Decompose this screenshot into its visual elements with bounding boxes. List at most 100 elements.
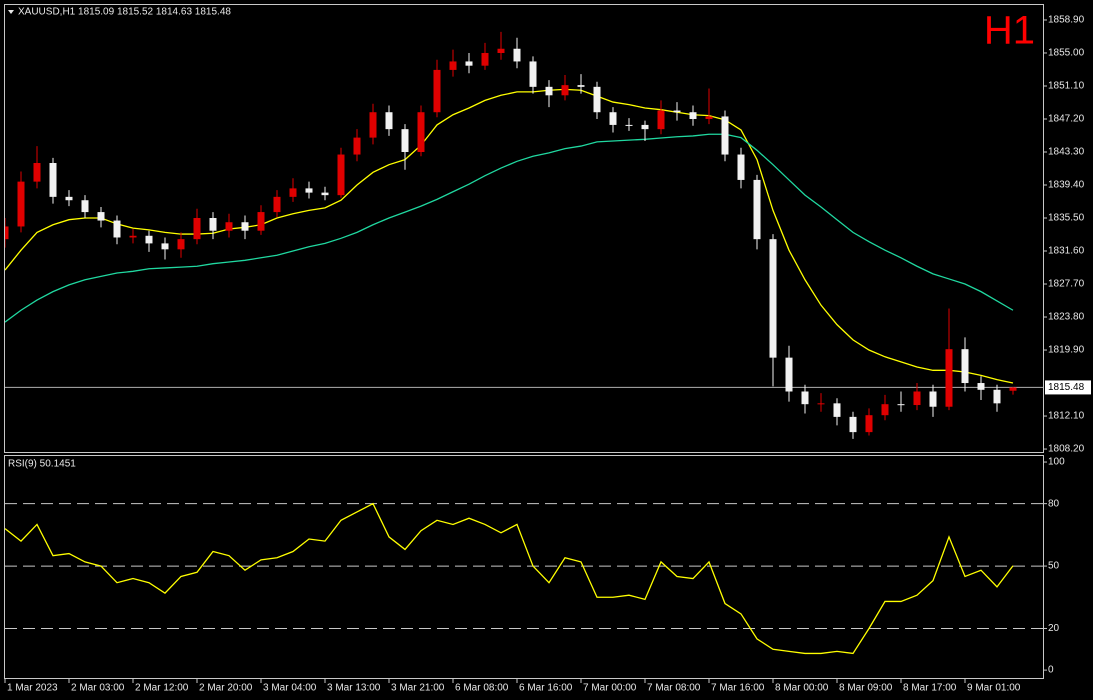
y-tick-label: 1839.40 bbox=[1048, 180, 1085, 191]
candle-body bbox=[417, 112, 425, 152]
candle-body bbox=[833, 403, 841, 417]
symbol-menu-icon[interactable] bbox=[8, 10, 14, 14]
candle-body bbox=[689, 112, 697, 119]
candle-body bbox=[705, 116, 713, 119]
candle-body bbox=[817, 403, 825, 405]
candle-body bbox=[305, 188, 313, 193]
x-tick-label: 7 Mar 16:00 bbox=[711, 683, 765, 694]
candle-body bbox=[225, 222, 233, 231]
timeframe-badge: H1 bbox=[984, 9, 1035, 53]
candle-body bbox=[673, 110, 681, 113]
y-tick-label: 1847.20 bbox=[1048, 114, 1085, 125]
y-tick-label: 1858.90 bbox=[1048, 15, 1085, 26]
candle-body bbox=[721, 116, 729, 155]
rsi-panel-frame bbox=[4, 455, 1044, 679]
candle-body bbox=[737, 154, 745, 180]
candle-body bbox=[433, 69, 441, 113]
candle-body bbox=[241, 222, 249, 231]
candle-body bbox=[769, 239, 777, 358]
candle-body bbox=[65, 196, 73, 201]
candle-body bbox=[353, 137, 361, 155]
candle-body bbox=[193, 218, 201, 240]
y-tick-label: 1819.90 bbox=[1048, 345, 1085, 356]
y-tick-label: 1831.60 bbox=[1048, 246, 1085, 257]
candle-body bbox=[177, 239, 185, 250]
y-tick-label: 50 bbox=[1048, 561, 1060, 572]
x-tick-label: 6 Mar 16:00 bbox=[519, 683, 573, 694]
candle-body bbox=[513, 48, 521, 62]
x-tick-label: 3 Mar 13:00 bbox=[327, 683, 381, 694]
candle-body bbox=[561, 85, 569, 96]
current-price-label: 1815.48 bbox=[1048, 382, 1085, 393]
candle-body bbox=[49, 162, 57, 197]
candle-body bbox=[801, 391, 809, 405]
candle-body bbox=[145, 235, 153, 244]
y-tick-label: 80 bbox=[1048, 498, 1060, 509]
candle-body bbox=[81, 200, 89, 213]
x-tick-label: 8 Mar 17:00 bbox=[903, 683, 957, 694]
candle-body bbox=[209, 218, 217, 231]
x-tick-label: 2 Mar 12:00 bbox=[135, 683, 189, 694]
x-tick-label: 3 Mar 04:00 bbox=[263, 683, 317, 694]
y-tick-label: 1855.00 bbox=[1048, 48, 1085, 59]
rsi-line bbox=[4, 502, 1014, 655]
x-tick-label: 8 Mar 00:00 bbox=[775, 683, 829, 694]
candle-body bbox=[17, 181, 25, 227]
candle-body bbox=[129, 235, 137, 238]
candle-body bbox=[945, 349, 953, 407]
candle-body bbox=[593, 86, 601, 113]
candle-body bbox=[465, 61, 473, 66]
candle-body bbox=[849, 416, 857, 433]
x-tick-label: 6 Mar 08:00 bbox=[455, 683, 509, 694]
current-price-box bbox=[1045, 380, 1091, 395]
candle-body bbox=[545, 86, 553, 96]
rsi-header: RSI(9) 50.1451 bbox=[8, 459, 76, 470]
candle-body bbox=[5, 226, 9, 240]
moving-average-line bbox=[5, 133, 1014, 323]
y-tick-label: 1812.10 bbox=[1048, 411, 1085, 422]
x-tick-label: 1 Mar 2023 bbox=[7, 683, 58, 694]
x-tick-label: 8 Mar 09:00 bbox=[839, 683, 893, 694]
candle-body bbox=[641, 124, 649, 130]
candle-body bbox=[161, 243, 169, 250]
candle-body bbox=[33, 162, 41, 182]
candle-body bbox=[657, 110, 665, 130]
x-tick-label: 7 Mar 00:00 bbox=[583, 683, 637, 694]
y-tick-label: 20 bbox=[1048, 623, 1060, 634]
candle-body bbox=[865, 415, 873, 433]
y-tick-label: 1843.30 bbox=[1048, 147, 1085, 158]
candle-body bbox=[337, 154, 345, 196]
x-tick-label: 2 Mar 20:00 bbox=[199, 683, 253, 694]
symbol-header: XAUUSD,H1 1815.09 1815.52 1814.63 1815.4… bbox=[18, 7, 231, 18]
candle-body bbox=[529, 61, 537, 87]
candle-body bbox=[897, 404, 905, 406]
candle-body bbox=[449, 61, 457, 70]
y-tick-label: 100 bbox=[1048, 457, 1065, 468]
candle-body bbox=[961, 349, 969, 384]
candle-body bbox=[97, 212, 105, 221]
candle-body bbox=[977, 383, 985, 390]
candle-body bbox=[913, 391, 921, 406]
candle-body bbox=[321, 192, 329, 196]
candle-body bbox=[577, 85, 585, 87]
y-tick-label: 0 bbox=[1048, 665, 1054, 676]
x-tick-label: 7 Mar 08:00 bbox=[647, 683, 701, 694]
candle-body bbox=[401, 129, 409, 152]
price-plot bbox=[5, 31, 1043, 439]
candle-body bbox=[785, 357, 793, 392]
candle-body bbox=[113, 220, 121, 238]
candle-body bbox=[273, 196, 281, 213]
candle-body bbox=[257, 212, 265, 231]
moving-average-line bbox=[5, 88, 1014, 384]
y-tick-label: 1808.20 bbox=[1048, 444, 1085, 455]
candle-body bbox=[481, 52, 489, 66]
candle-body bbox=[289, 188, 297, 197]
x-tick-label: 9 Mar 01:00 bbox=[967, 683, 1021, 694]
candle-body bbox=[993, 389, 1001, 404]
candle-body bbox=[929, 391, 937, 407]
candle-body bbox=[625, 124, 633, 126]
price-panel-frame bbox=[4, 4, 1044, 453]
